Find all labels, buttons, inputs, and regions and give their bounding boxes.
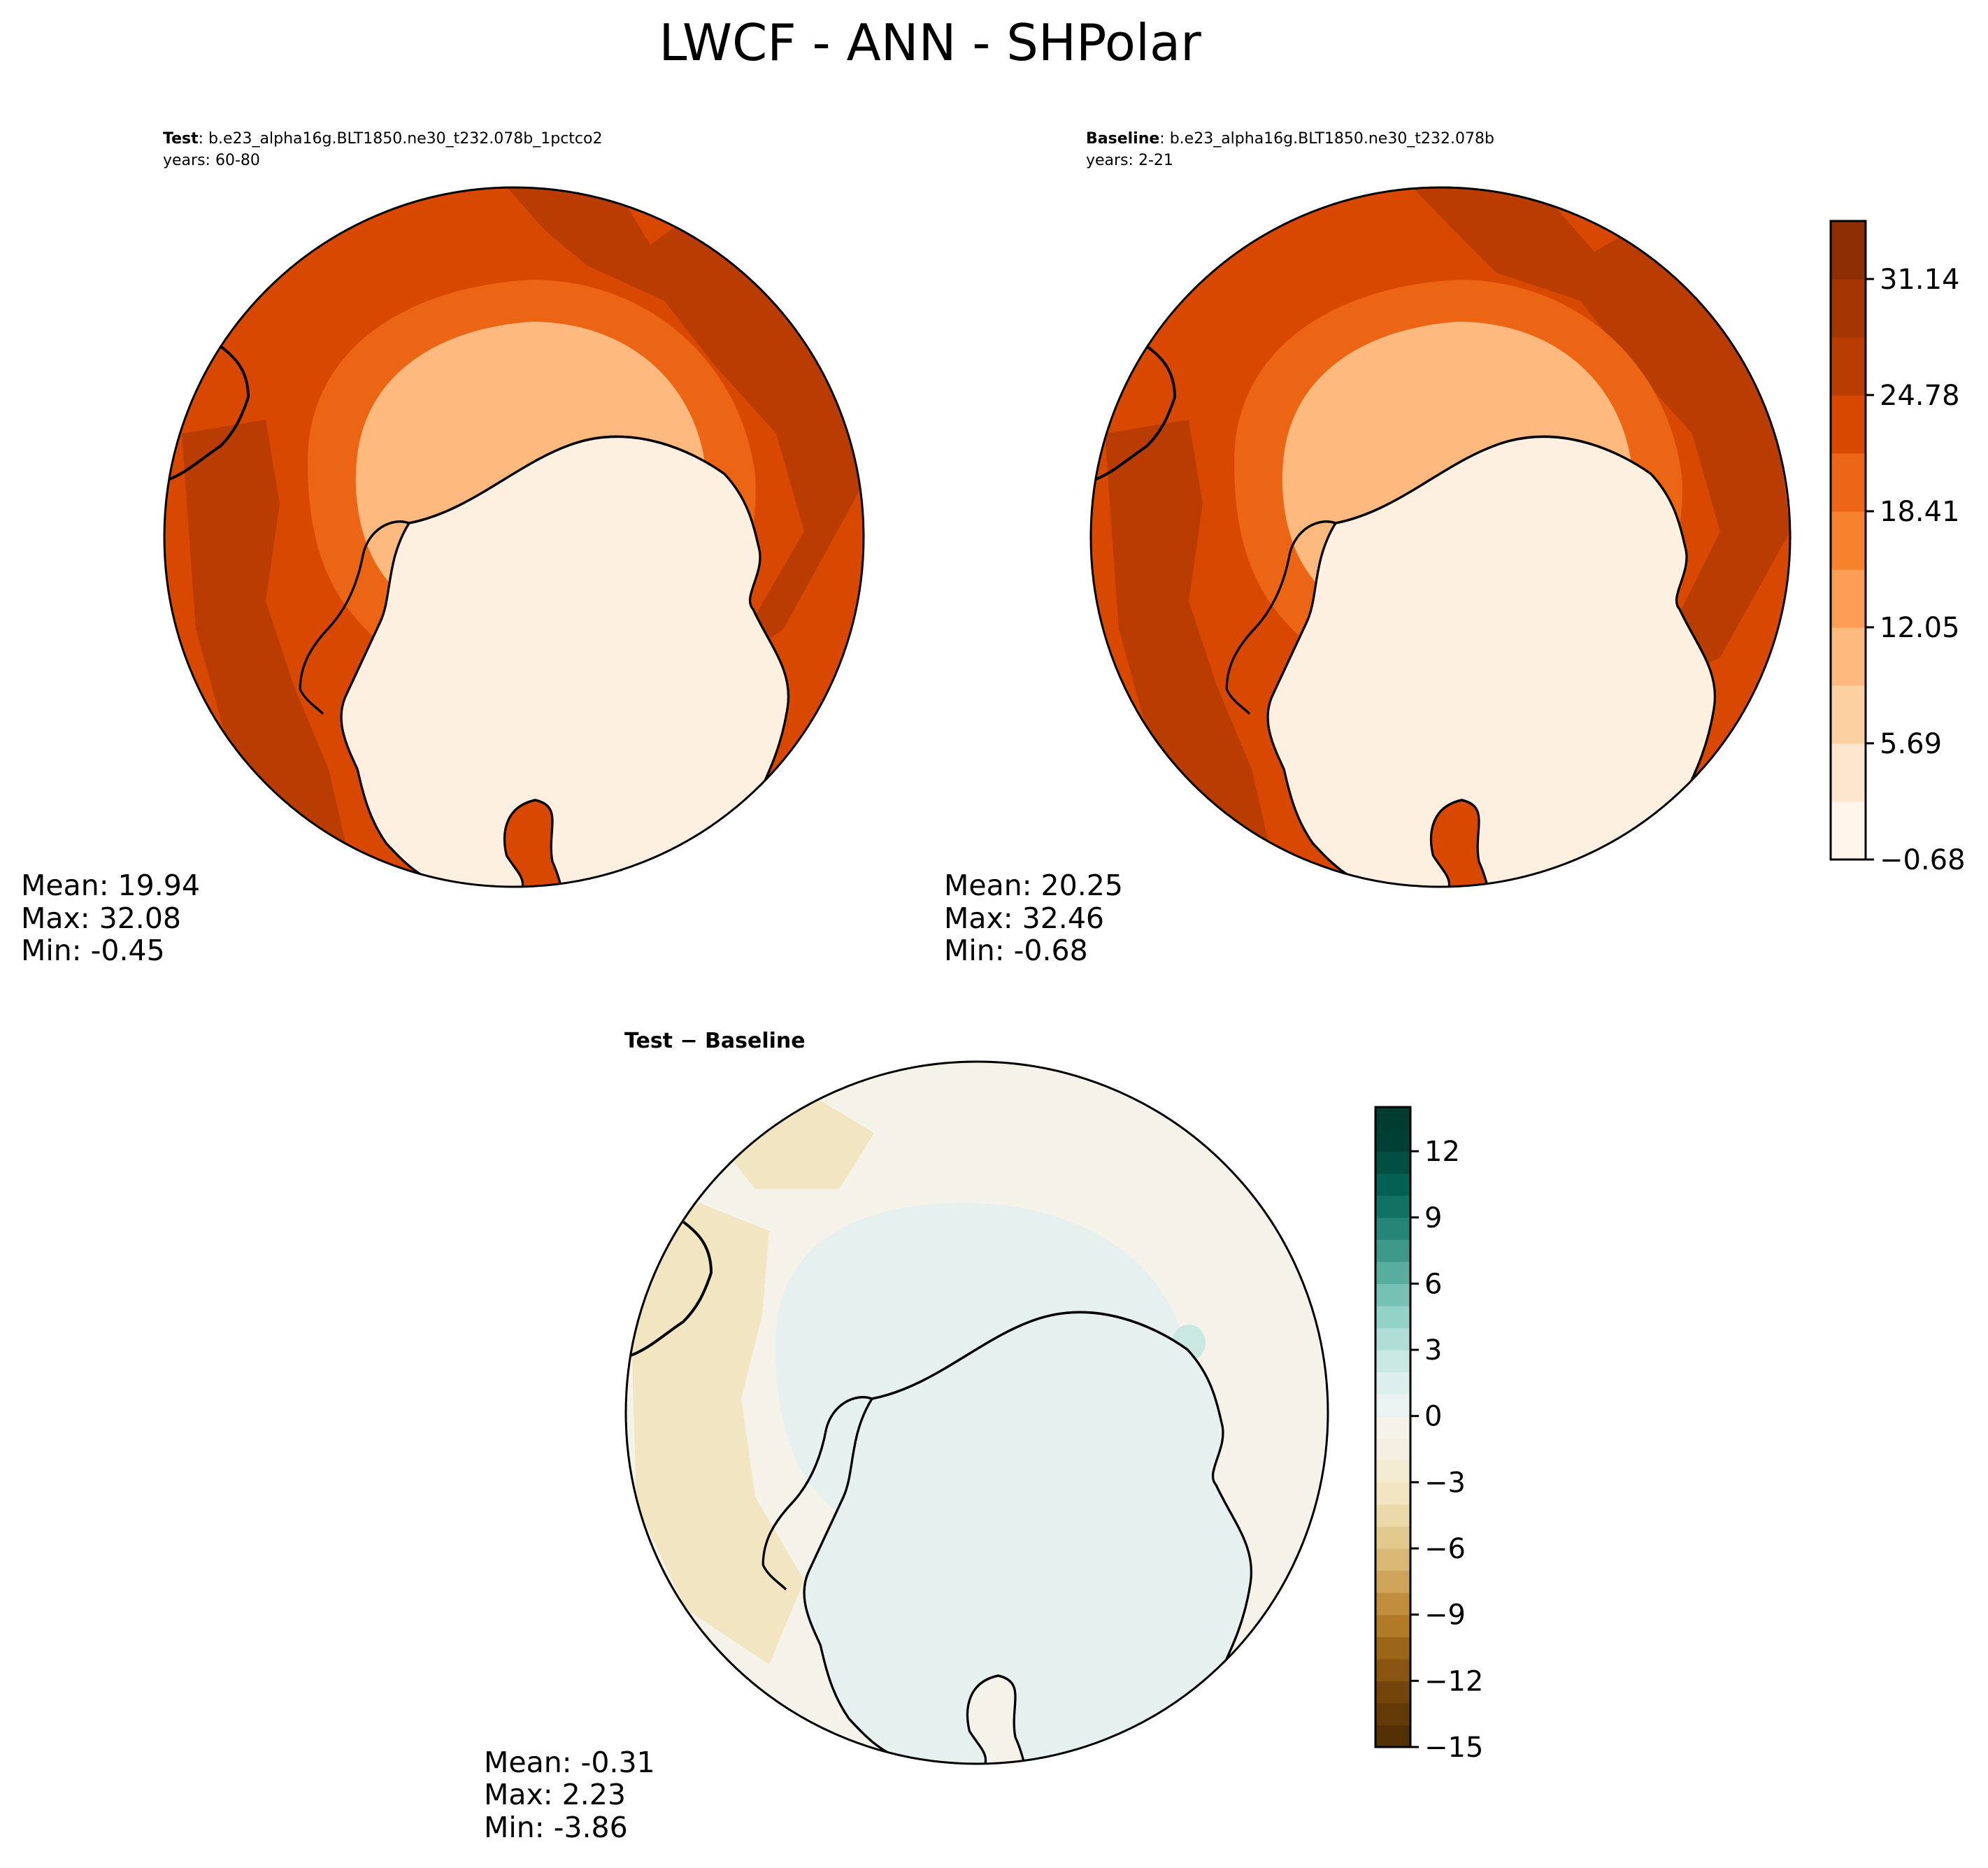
test-map-border bbox=[163, 186, 865, 888]
difference-colorbar-swatch bbox=[1375, 1460, 1410, 1483]
baseline-map bbox=[1089, 186, 1792, 888]
difference-mean: Mean: -0.31 bbox=[484, 1746, 655, 1779]
main-colorbar-tick-label: 31.14 bbox=[1880, 264, 1960, 296]
main-colorbar-swatch bbox=[1831, 801, 1866, 860]
baseline-contour-outer bbox=[1413, 187, 1790, 699]
baseline-min: Min: -0.68 bbox=[944, 934, 1088, 967]
difference-colorbar-swatch bbox=[1375, 1570, 1410, 1593]
difference-colorbar-swatch bbox=[1375, 1129, 1410, 1152]
test-min: Min: -0.45 bbox=[21, 934, 165, 967]
test-years: years: 60-80 bbox=[163, 152, 260, 169]
difference-colorbar-swatch bbox=[1375, 1637, 1410, 1660]
test-map bbox=[163, 186, 865, 888]
difference-colorbar-swatch bbox=[1375, 1173, 1410, 1196]
difference-colorbar-swatch bbox=[1375, 1438, 1410, 1461]
test-panel-header: Test: b.e23_alpha16g.BLT1850.ne30_t232.0… bbox=[163, 130, 602, 148]
main-colorbar-swatch bbox=[1831, 511, 1866, 570]
difference-colorbar-tick-label: −3 bbox=[1424, 1467, 1466, 1499]
baseline-contour-west bbox=[1105, 420, 1273, 860]
difference-colorbar-swatch bbox=[1375, 1350, 1410, 1373]
baseline-years: years: 2-21 bbox=[1086, 152, 1173, 169]
main-colorbar-swatch bbox=[1831, 743, 1866, 802]
difference-colorbar-swatch bbox=[1375, 1151, 1410, 1174]
difference-colorbar-frame bbox=[1374, 1106, 1412, 1748]
baseline-panel: Baseline: b.e23_alpha16g.BLT1850.ne30_t2… bbox=[944, 130, 1792, 967]
difference-colorbar-tick-label: −12 bbox=[1424, 1665, 1483, 1697]
difference-map bbox=[624, 1060, 1329, 1765]
main-colorbar-swatch bbox=[1831, 336, 1866, 396]
test-panel: Test: b.e23_alpha16g.BLT1850.ne30_t232.0… bbox=[21, 130, 865, 967]
difference-colorbar-tick-label: 9 bbox=[1424, 1202, 1442, 1234]
difference-min: Min: -3.86 bbox=[484, 1811, 628, 1844]
difference-colorbar-swatch bbox=[1375, 1283, 1410, 1306]
main-colorbar-swatch bbox=[1831, 394, 1866, 454]
difference-colorbar-swatch bbox=[1375, 1702, 1410, 1726]
difference-title: Test − Baseline bbox=[624, 1029, 806, 1053]
difference-colorbar-swatch bbox=[1375, 1239, 1410, 1262]
difference-colorbar-swatch bbox=[1375, 1592, 1410, 1616]
baseline-map-border bbox=[1089, 186, 1792, 888]
test-max: Max: 32.08 bbox=[21, 901, 181, 935]
main-colorbar-swatch bbox=[1831, 452, 1866, 512]
main-colorbar-swatch bbox=[1831, 569, 1866, 628]
difference-colorbar-swatch bbox=[1375, 1327, 1410, 1350]
difference-colorbar-tick-label: 6 bbox=[1424, 1268, 1442, 1300]
main-colorbar-tick-label: −0.68 bbox=[1880, 844, 1966, 876]
main-colorbar-swatch bbox=[1831, 221, 1866, 280]
test-contour-outer bbox=[507, 187, 860, 671]
baseline-mean: Mean: 20.25 bbox=[944, 869, 1123, 902]
difference-colorbar-swatch bbox=[1375, 1725, 1410, 1748]
difference-colorbar-tick-label: −6 bbox=[1424, 1533, 1466, 1565]
main-colorbar-swatch bbox=[1831, 685, 1866, 744]
difference-colorbar-swatch bbox=[1375, 1416, 1410, 1439]
difference-colorbar-swatch bbox=[1375, 1261, 1410, 1285]
difference-colorbar-swatch bbox=[1375, 1305, 1410, 1329]
baseline-panel-header: Baseline: b.e23_alpha16g.BLT1850.ne30_t2… bbox=[1086, 130, 1494, 148]
difference-colorbar-swatch bbox=[1375, 1482, 1410, 1505]
test-case-name: : b.e23_alpha16g.BLT1850.ne30_t232.078b_… bbox=[199, 130, 603, 148]
difference-colorbar-swatch bbox=[1375, 1394, 1410, 1417]
difference-colorbar-swatch bbox=[1375, 1681, 1410, 1704]
test-mean: Mean: 19.94 bbox=[21, 869, 200, 902]
difference-negative-west bbox=[629, 1203, 804, 1664]
baseline-label: Baseline bbox=[1086, 130, 1159, 148]
test-contour-west bbox=[182, 420, 350, 860]
difference-colorbar-swatch bbox=[1375, 1526, 1410, 1549]
difference-colorbar-tick-label: −9 bbox=[1424, 1599, 1466, 1632]
baseline-case-name: : b.e23_alpha16g.BLT1850.ne30_t232.078b bbox=[1159, 130, 1494, 148]
difference-colorbar-tick-label: 0 bbox=[1424, 1401, 1442, 1433]
difference-colorbar-tick-label: −15 bbox=[1424, 1732, 1483, 1764]
main-colorbar-tick-label: 24.78 bbox=[1880, 380, 1960, 412]
main-colorbar-swatch bbox=[1831, 627, 1866, 686]
difference-colorbar-swatch bbox=[1375, 1195, 1410, 1218]
difference-max: Max: 2.23 bbox=[484, 1778, 626, 1811]
main-colorbar-tick-label: 5.69 bbox=[1880, 728, 1942, 760]
main-colorbar-tick-label: 18.41 bbox=[1880, 496, 1960, 528]
figure-title: LWCF - ANN - SHPolar bbox=[659, 13, 1201, 72]
difference-colorbar-swatch bbox=[1375, 1107, 1410, 1130]
main-colorbar-tick-label: 12.05 bbox=[1880, 612, 1960, 644]
difference-colorbar-tick-label: 12 bbox=[1424, 1136, 1460, 1168]
main-colorbar-frame bbox=[1829, 220, 1867, 861]
main-colorbar: −0.68 5.69 12.05 18.41 24.78 31.14 bbox=[1829, 220, 1966, 876]
difference-colorbar-swatch bbox=[1375, 1371, 1410, 1395]
difference-colorbar-swatch bbox=[1375, 1548, 1410, 1571]
difference-colorbar: −15 −12 −9 −6 −3 0 3 6 9 12 bbox=[1374, 1106, 1483, 1764]
difference-colorbar-swatch bbox=[1375, 1658, 1410, 1681]
difference-colorbar-tick-label: 3 bbox=[1424, 1334, 1442, 1367]
difference-colorbar-swatch bbox=[1375, 1504, 1410, 1527]
main-colorbar-swatch bbox=[1831, 278, 1866, 338]
test-label: Test bbox=[163, 130, 199, 148]
baseline-max: Max: 32.46 bbox=[944, 901, 1104, 935]
difference-colorbar-swatch bbox=[1375, 1217, 1410, 1240]
difference-colorbar-swatch bbox=[1375, 1614, 1410, 1637]
difference-panel: Test − Baseline Mean: -0.31 Max: 2.23 Mi… bbox=[484, 1029, 1329, 1844]
difference-map-border bbox=[624, 1060, 1329, 1765]
